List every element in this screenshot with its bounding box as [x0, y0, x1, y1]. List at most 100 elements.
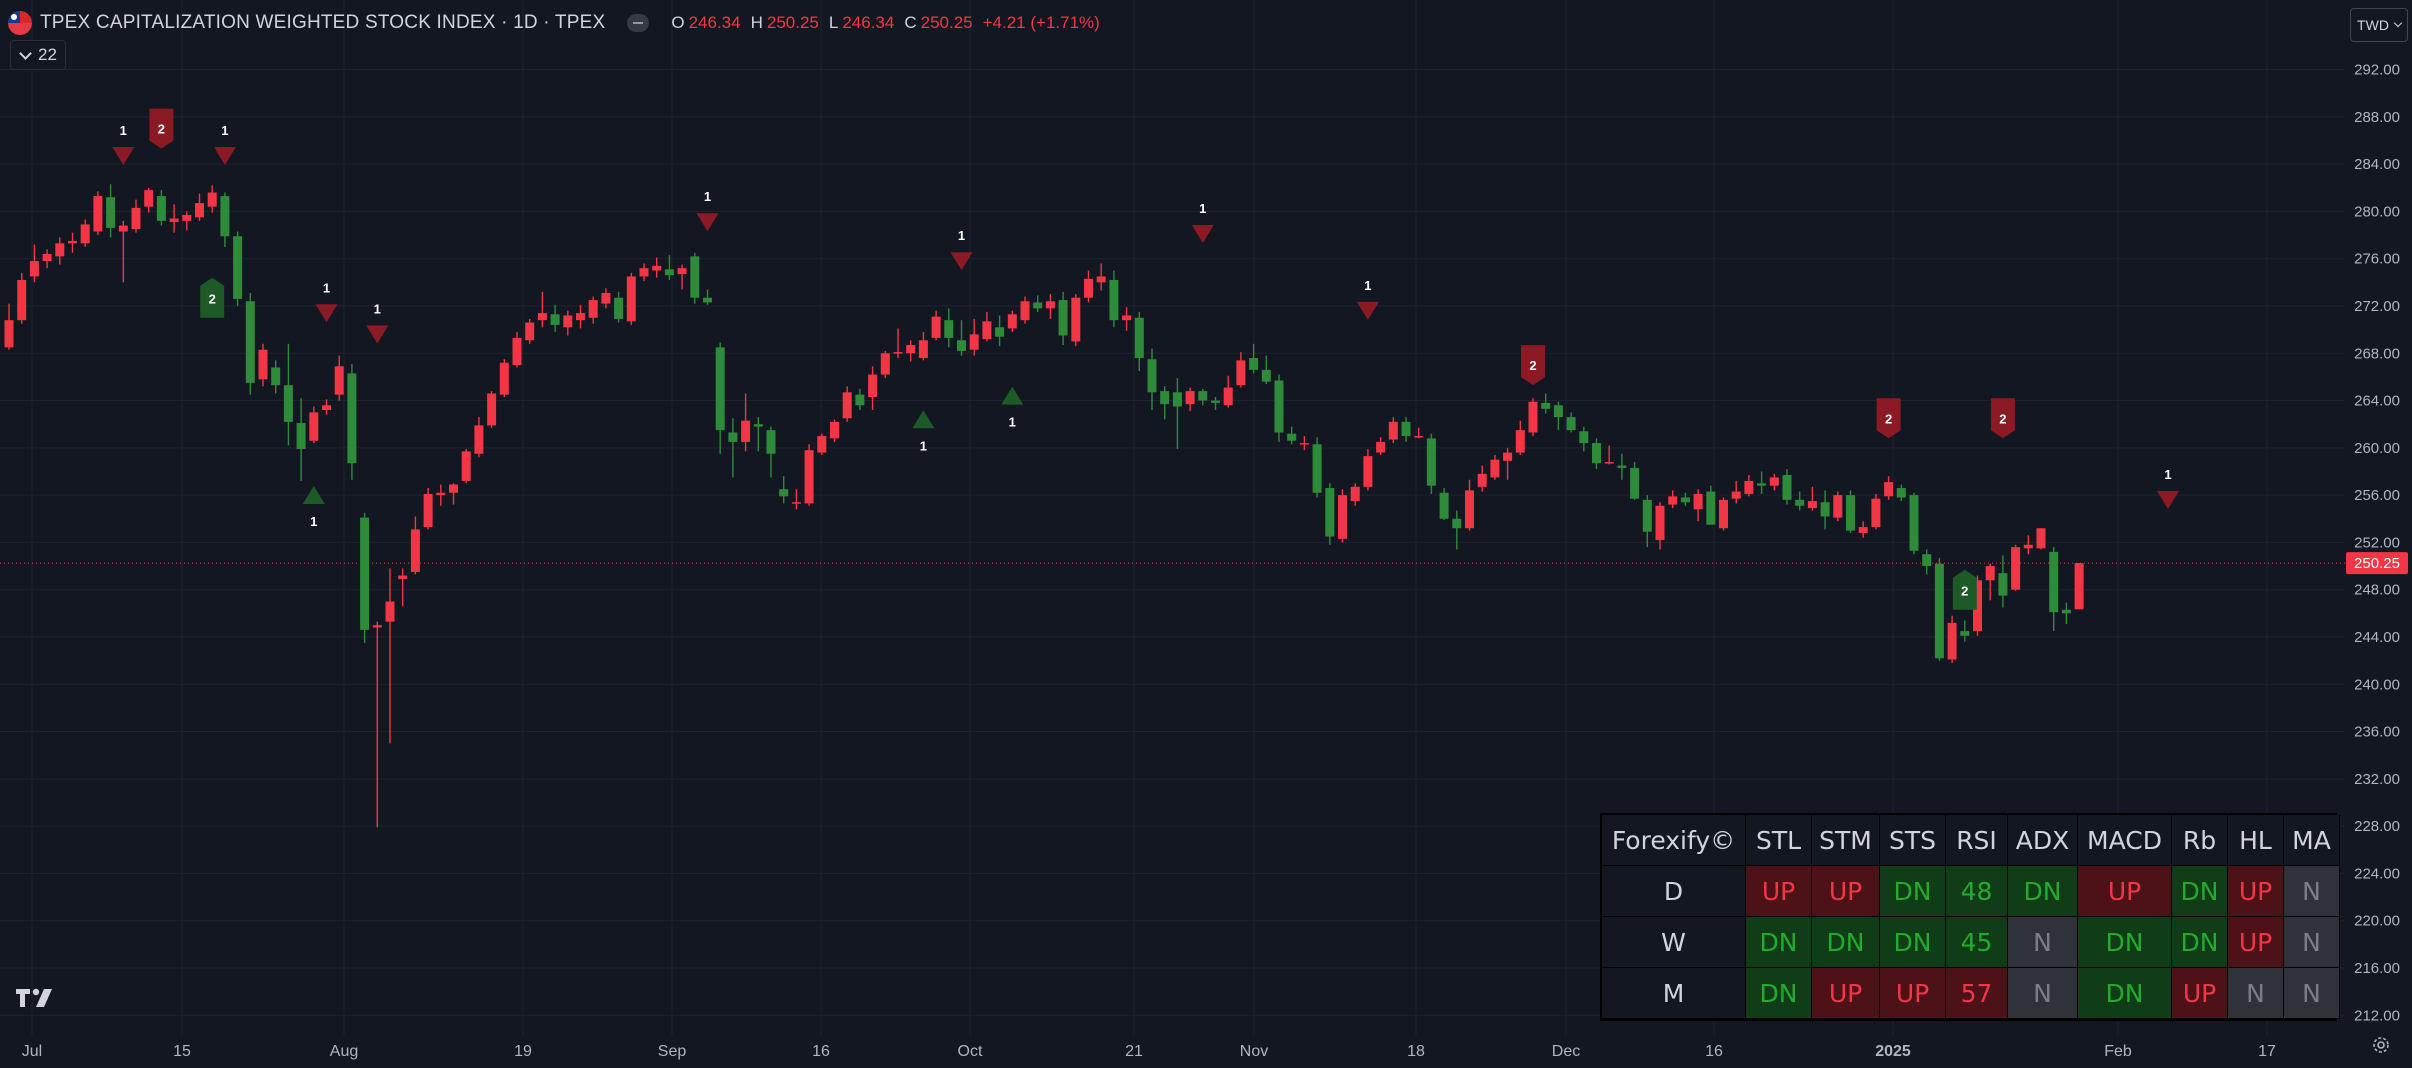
candle: [258, 343, 268, 387]
candle: [1503, 447, 1513, 480]
candle: [563, 310, 573, 336]
candle: [512, 331, 522, 368]
signal-marker-badge-up: 2: [1952, 569, 1977, 610]
candle: [1515, 420, 1525, 455]
candle: [1947, 615, 1957, 663]
candle: [1122, 307, 1132, 331]
table-row-label: D: [1602, 866, 1746, 917]
time-tick-label: 2025: [1875, 1043, 1911, 1060]
candle: [17, 272, 27, 324]
time-axis[interactable]: Jul 15 Aug 19 Sep 16 Oct 21 Nov 18 Dec 16 2025 Feb 17: [22, 1043, 2276, 1060]
candle: [1185, 387, 1195, 412]
candle: [1668, 490, 1678, 509]
candle: [474, 417, 484, 458]
candle: [1160, 386, 1170, 420]
signal-marker-label: 1: [323, 280, 330, 295]
candle: [1109, 270, 1119, 328]
candle: [1642, 495, 1652, 548]
candle: [1782, 469, 1792, 505]
price-tick-label: 220.00: [2354, 913, 2400, 930]
candle: [68, 232, 77, 253]
hide-legend-icon[interactable]: [627, 14, 650, 32]
candle: [1909, 492, 1919, 555]
price-tick-label: 252.00: [2354, 534, 2400, 551]
candle: [398, 568, 408, 607]
signal-marker-triangle-down: 1: [315, 280, 338, 323]
table-signal-cell: UP: [2172, 968, 2228, 1019]
price-axis[interactable]: 292.00 288.00 284.00 280.00 276.00 272.00 268.…: [2346, 62, 2408, 1025]
table-signal-cell: UP: [1812, 866, 1880, 917]
table-signal-cell: DN: [1746, 917, 1812, 968]
time-tick-label: 19: [514, 1043, 532, 1060]
candle: [1769, 473, 1779, 491]
table-signal-cell: UP: [1746, 866, 1812, 917]
price-tick-label: 264.00: [2354, 393, 2400, 410]
candle: [703, 289, 712, 305]
candle: [106, 184, 116, 238]
currency-selector[interactable]: TWD: [2350, 8, 2408, 42]
candle: [1744, 475, 1754, 497]
table-header-cell: Rb: [2172, 815, 2228, 866]
signal-marker-badge-down: 2: [1521, 345, 1545, 386]
price-tick-label: 272.00: [2354, 298, 2400, 315]
table-signal-cell: DN: [1880, 917, 1946, 968]
table-header-cell: Forexify©: [1602, 815, 1746, 866]
candle: [410, 516, 420, 575]
candle: [1566, 412, 1576, 433]
candle: [220, 192, 230, 247]
chevron-down-icon: [2393, 18, 2403, 28]
indicators-toggle-button[interactable]: 22: [10, 40, 66, 70]
candle: [1871, 493, 1881, 530]
candle: [296, 398, 306, 481]
tradingview-logo-icon[interactable]: [14, 986, 58, 1010]
candle: [1338, 489, 1347, 543]
price-tick-label: 260.00: [2354, 440, 2400, 457]
table-signal-cell: N: [2284, 968, 2340, 1019]
candle: [2049, 547, 2059, 632]
candle: [1299, 436, 1309, 451]
candle: [42, 249, 52, 269]
candle: [2036, 528, 2046, 550]
table-signal-cell: UP: [1812, 968, 1880, 1019]
price-tick-label: 248.00: [2354, 582, 2400, 599]
candle: [1820, 490, 1830, 530]
candle: [1452, 510, 1462, 550]
candle: [766, 426, 776, 478]
candle: [1325, 483, 1335, 545]
time-tick-label: Sep: [658, 1043, 687, 1060]
candle: [995, 315, 1005, 347]
table-signal-cell: DN: [2078, 917, 2172, 968]
signal-marker-label: 1: [2164, 467, 2171, 482]
candle: [1465, 479, 1474, 531]
candle: [1858, 521, 1868, 538]
forexify-signal-table: Forexify© STL STM STS RSI ADX MACD Rb HL MA D UP UP D…: [1600, 813, 2340, 1021]
signal-marker-label: 1: [920, 438, 927, 453]
candle: [1528, 398, 1538, 437]
candle: [1884, 476, 1894, 500]
candle: [2023, 535, 2033, 555]
table-signal-cell: 57: [1946, 968, 2008, 1019]
candle: [195, 193, 204, 221]
candle: [1376, 437, 1386, 455]
candle: [309, 406, 319, 444]
candle: [1477, 465, 1487, 492]
candle: [1795, 491, 1805, 511]
table-signal-cell: N: [2284, 917, 2340, 968]
candle: [449, 483, 458, 505]
candle: [461, 449, 471, 484]
candle: [1998, 555, 2008, 608]
candle: [842, 386, 852, 422]
candle: [1223, 375, 1233, 408]
candle: [233, 231, 243, 306]
candle: [29, 244, 39, 283]
table-signal-cell: DN: [1880, 866, 1946, 917]
signal-marker-label: 2: [1529, 358, 1536, 373]
table-signal-cell: N: [2284, 866, 2340, 917]
symbol-title[interactable]: TPEX CAPITALIZATION WEIGHTED STOCK INDEX…: [40, 12, 606, 33]
signal-marker-badge-down: 2: [1990, 398, 2015, 439]
candle: [690, 252, 700, 304]
gear-icon[interactable]: [2370, 1034, 2392, 1056]
change-value: +4.21 (+1.71%): [982, 13, 1100, 32]
candle: [360, 512, 370, 643]
